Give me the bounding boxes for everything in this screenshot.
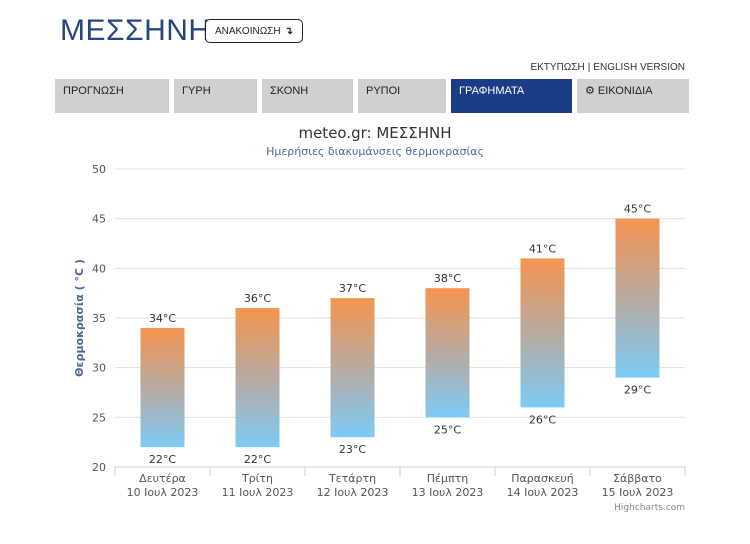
x-tick-date: 11 Ιουλ 2023 xyxy=(222,486,294,499)
chart-subtitle: Ημερήσιες διακυμάνσεις θερμοκρασίας xyxy=(266,145,484,158)
x-tick-date: 14 Ιουλ 2023 xyxy=(507,486,579,499)
x-tick-date: 13 Ιουλ 2023 xyxy=(412,486,484,499)
y-tick-label: 45 xyxy=(92,213,106,226)
x-tick-day: Τρίτη xyxy=(241,472,273,485)
high-temp-label: 36°C xyxy=(244,292,271,305)
top-links: ΕΚΤΥΠΩΣΗ | ENGLISH VERSION xyxy=(530,62,685,73)
english-version-link[interactable]: ENGLISH VERSION xyxy=(593,62,685,73)
low-temp-label: 26°C xyxy=(529,413,556,426)
x-tick-date: 12 Ιουλ 2023 xyxy=(317,486,389,499)
page-title: ΜΕΣΣΗΝΗ xyxy=(60,14,211,47)
tab-pollutants[interactable]: ΡΥΠΟΙ xyxy=(358,79,446,113)
low-temp-label: 29°C xyxy=(624,384,651,397)
tab-label: ΓΥΡΗ xyxy=(182,85,211,97)
tab-label: ΕΙΚΟΝΙΔΙΑ xyxy=(597,85,653,97)
high-temp-label: 41°C xyxy=(529,242,556,255)
high-temp-label: 34°C xyxy=(149,312,176,325)
grid-lines xyxy=(115,168,685,418)
y-tick-label: 30 xyxy=(92,362,106,375)
link-separator: | xyxy=(587,62,591,73)
y-axis-ticks: 20 25 30 35 40 45 50 xyxy=(92,163,106,474)
tab-label: ΓΡΑΦΗΜΑΤΑ xyxy=(459,85,525,97)
low-temp-label: 22°C xyxy=(244,453,271,466)
tab-charts[interactable]: ΓΡΑΦΗΜΑΤΑ xyxy=(451,79,572,113)
chart-credit[interactable]: Highcharts.com xyxy=(614,503,685,513)
tab-widgets[interactable]: ⚙ ΕΙΚΟΝΙΔΙΑ xyxy=(577,79,689,113)
x-tick-date: 15 Ιουλ 2023 xyxy=(602,486,674,499)
low-temp-label: 23°C xyxy=(339,443,366,456)
low-temp-label: 22°C xyxy=(149,453,176,466)
y-tick-label: 25 xyxy=(92,411,106,424)
high-temp-label: 38°C xyxy=(434,272,461,285)
tab-pollen[interactable]: ΓΥΡΗ xyxy=(174,79,257,113)
temperature-range-bar xyxy=(615,218,660,378)
tab-forecast[interactable]: ΠΡΟΓΝΩΣΗ xyxy=(55,79,169,113)
chart-title: meteo.gr: ΜΕΣΣΗΝΗ xyxy=(298,124,451,142)
temperature-range-bar xyxy=(235,308,280,448)
x-tick-day: Δευτέρα xyxy=(139,472,186,485)
return-arrow-icon: ↴ xyxy=(284,26,293,37)
tab-label: ΡΥΠΟΙ xyxy=(366,85,401,97)
temperature-range-bar xyxy=(425,288,470,418)
low-temp-label: 25°C xyxy=(434,423,461,436)
high-temp-label: 37°C xyxy=(339,282,366,295)
x-tick-day: Παρασκευή xyxy=(511,472,574,485)
y-tick-label: 20 xyxy=(92,461,106,474)
x-tick-day: Πέμπτη xyxy=(427,472,468,485)
y-tick-label: 40 xyxy=(92,262,106,275)
high-temp-label: 45°C xyxy=(624,203,651,216)
temperature-range-bar xyxy=(330,298,375,438)
temperature-range-bar xyxy=(520,258,565,408)
x-tick-date: 10 Ιουλ 2023 xyxy=(127,486,199,499)
y-tick-label: 50 xyxy=(92,163,106,176)
temperature-bars xyxy=(140,218,660,448)
tab-dust[interactable]: ΣΚΟΝΗ xyxy=(262,79,353,113)
temperature-range-bar xyxy=(140,327,185,448)
data-labels: 34°C 22°C 36°C 22°C 37°C 23°C 38°C 25°C 41°C 26°C… xyxy=(149,203,651,466)
tab-label: ΣΚΟΝΗ xyxy=(270,85,309,97)
print-link[interactable]: ΕΚΤΥΠΩΣΗ xyxy=(530,62,585,73)
y-tick-label: 35 xyxy=(92,312,106,325)
x-tick-day: Σάββατο xyxy=(613,472,662,485)
x-tick-day: Τετάρτη xyxy=(328,472,376,485)
announcement-label: ΑΝΑΚΟΙΝΩΣΗ xyxy=(215,26,281,37)
tab-label: ΠΡΟΓΝΩΣΗ xyxy=(63,85,124,97)
y-axis-title: Θερμοκρασία ( °C ) xyxy=(73,259,86,377)
announcement-button[interactable]: ΑΝΑΚΟΙΝΩΣΗ ↴ xyxy=(205,19,303,43)
gear-icon: ⚙ xyxy=(585,85,595,97)
